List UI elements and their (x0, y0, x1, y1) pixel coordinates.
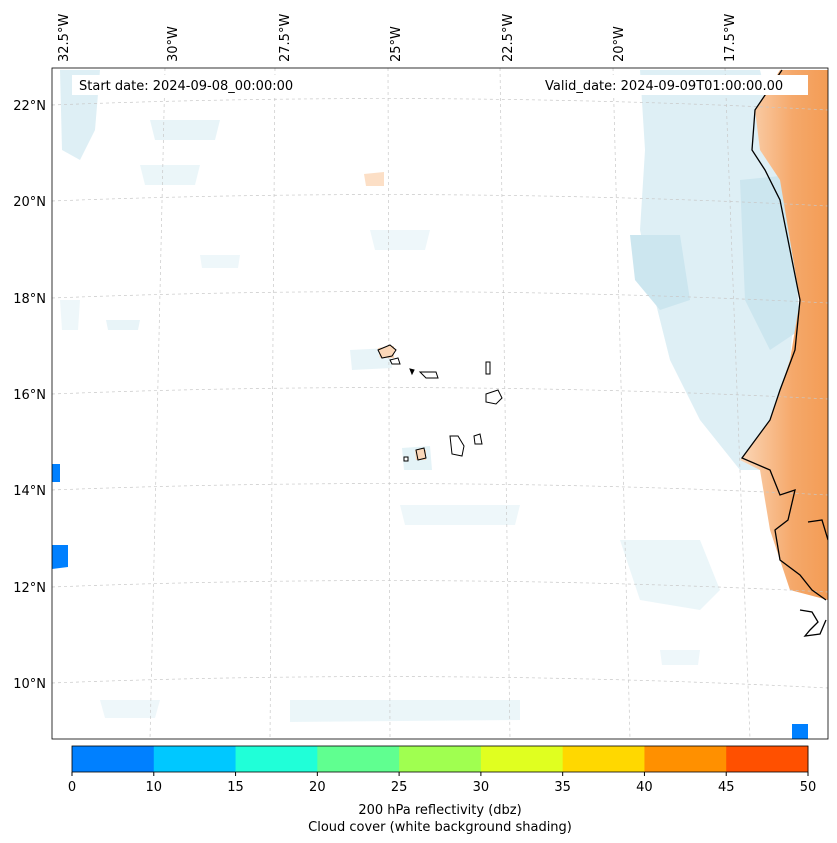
start-date-box: Start date: 2024-09-08_00:00:00 (72, 75, 316, 95)
colorbar-segment (480, 746, 564, 772)
colorbar-label-cloud-cover: Cloud cover (white background shading) (308, 820, 572, 835)
lon-label-25w: 25°W (389, 26, 404, 62)
lat-label-10n: 10°N (13, 677, 46, 692)
lon-label-20w: 20°W (612, 26, 627, 62)
valid-date-box: Valid_date: 2024-09-09T01:00:00.00 (540, 75, 808, 95)
lat-label-14n: 14°N (13, 484, 46, 499)
latitude-labels: 22°N 20°N 18°N 16°N 14°N 12°N 10°N (13, 99, 46, 692)
colorbar-segment (317, 746, 400, 772)
lat-label-20n: 20°N (13, 195, 46, 210)
colorbar-tick-label: 35 (554, 780, 571, 795)
start-date-label: Start date: 2024-09-08_00:00:00 (79, 79, 293, 94)
colorbar-tick-label: 10 (146, 780, 163, 795)
islands (377, 344, 503, 462)
lat-label-22n: 22°N (13, 99, 46, 114)
colorbar-tick-label: 50 (800, 780, 817, 795)
colorbar-ticks: 0 10 15 20 25 30 35 40 45 50 (68, 772, 816, 795)
longitude-labels: 32.5°W 30°W 27.5°W 25°W 22.5°W 20°W 17.5… (57, 14, 738, 62)
lat-label-12n: 12°N (13, 581, 46, 596)
colorbar-segment (153, 746, 237, 772)
colorbar-tick-label: 30 (473, 780, 490, 795)
colorbar-label-reflectivity: 200 hPa reflectivity (dbz) (358, 803, 521, 818)
lon-label-27-5w: 27.5°W (278, 14, 293, 62)
colorbar-segment (644, 746, 727, 772)
lon-label-32-5w: 32.5°W (57, 14, 72, 62)
colorbar-tick-label: 15 (227, 780, 244, 795)
colorbar-tick-label: 40 (636, 780, 653, 795)
lon-label-17-5w: 17.5°W (723, 14, 738, 62)
colorbar-tick-label: 0 (68, 780, 76, 795)
map-content (52, 68, 828, 739)
colorbar-segment (72, 746, 155, 772)
reflectivity-patches (52, 464, 808, 739)
lat-label-18n: 18°N (13, 292, 46, 307)
valid-date-label: Valid_date: 2024-09-09T01:00:00.00 (545, 79, 783, 94)
colorbar-tick-label: 45 (718, 780, 735, 795)
lon-label-30w: 30°W (166, 26, 181, 62)
colorbar-segment (562, 746, 645, 772)
lon-label-22-5w: 22.5°W (501, 14, 516, 62)
colorbar: 0 10 15 20 25 30 35 40 45 50 200 hPa reflectivity… (68, 745, 816, 835)
colorbar-segments (72, 746, 809, 772)
lat-label-16n: 16°N (13, 388, 46, 403)
colorbar-frame (71, 745, 809, 773)
gridlines (52, 68, 828, 739)
colorbar-segment (399, 746, 482, 772)
colorbar-tick-label: 20 (309, 780, 326, 795)
colorbar-segment (726, 746, 809, 772)
colorbar-tick-label: 25 (391, 780, 408, 795)
map-frame (51, 67, 829, 740)
colorbar-segment (235, 746, 318, 772)
coastlines (740, 69, 828, 637)
map-panel: Start date: 2024-09-08_00:00:00 Valid_da… (51, 67, 829, 740)
cloud-cover-shading (60, 70, 800, 722)
